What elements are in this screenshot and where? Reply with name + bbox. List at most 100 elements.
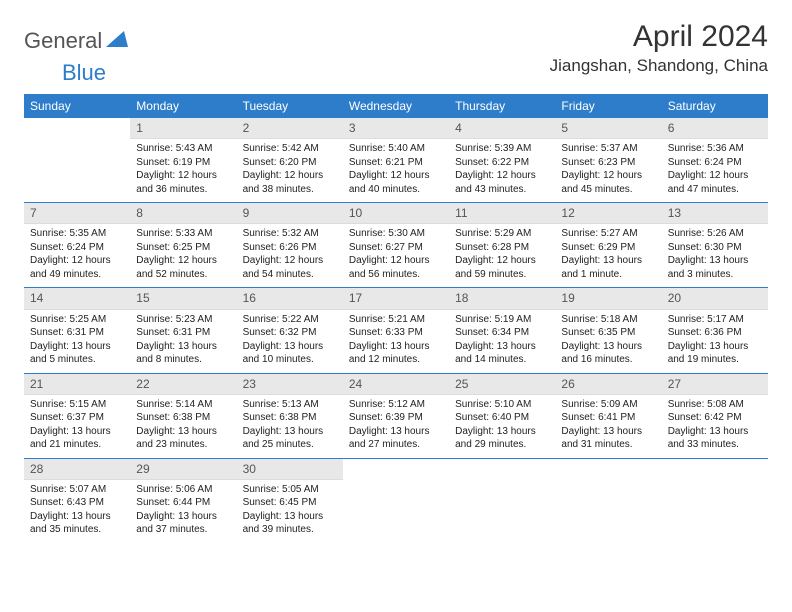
day-cell [449, 459, 555, 543]
day-number: 28 [24, 459, 130, 480]
sunrise-line: Sunrise: 5:07 AM [30, 483, 124, 497]
sunset-line: Sunset: 6:29 PM [561, 241, 655, 255]
sunrise-line: Sunrise: 5:09 AM [561, 398, 655, 412]
day-cell: 22Sunrise: 5:14 AMSunset: 6:38 PMDayligh… [130, 374, 236, 458]
weekday-header: Sunday [24, 94, 130, 118]
sunset-line: Sunset: 6:40 PM [455, 411, 549, 425]
daylight-line: Daylight: 12 hours and 43 minutes. [455, 169, 549, 196]
day-content: Sunrise: 5:29 AMSunset: 6:28 PMDaylight:… [449, 224, 555, 287]
day-content: Sunrise: 5:25 AMSunset: 6:31 PMDaylight:… [24, 310, 130, 373]
daylight-line: Daylight: 13 hours and 14 minutes. [455, 340, 549, 367]
day-cell: 11Sunrise: 5:29 AMSunset: 6:28 PMDayligh… [449, 203, 555, 287]
day-cell: 15Sunrise: 5:23 AMSunset: 6:31 PMDayligh… [130, 288, 236, 372]
daylight-line: Daylight: 12 hours and 59 minutes. [455, 254, 549, 281]
day-number: 21 [24, 374, 130, 395]
sunrise-line: Sunrise: 5:17 AM [668, 313, 762, 327]
day-number: 30 [237, 459, 343, 480]
sunset-line: Sunset: 6:44 PM [136, 496, 230, 510]
day-content: Sunrise: 5:27 AMSunset: 6:29 PMDaylight:… [555, 224, 661, 287]
day-number: 6 [662, 118, 768, 139]
sunset-line: Sunset: 6:24 PM [668, 156, 762, 170]
day-content: Sunrise: 5:32 AMSunset: 6:26 PMDaylight:… [237, 224, 343, 287]
week-row: 1 Sunrise: 5:43 AMSunset: 6:19 PM Daylight… [24, 118, 768, 203]
week-row: 14Sunrise: 5:25 AMSunset: 6:31 PMDayligh… [24, 288, 768, 373]
daylight-line: Daylight: 13 hours and 39 minutes. [243, 510, 337, 537]
day-cell: 5Sunrise: 5:37 AMSunset: 6:23 PMDaylight… [555, 118, 661, 202]
day-content: Sunrise: 5:19 AMSunset: 6:34 PMDaylight:… [449, 310, 555, 373]
weekday-header: Wednesday [343, 94, 449, 118]
day-number: 18 [449, 288, 555, 309]
day-cell: 12Sunrise: 5:27 AMSunset: 6:29 PMDayligh… [555, 203, 661, 287]
sunrise-line: Sunrise: 5:37 AM [561, 142, 655, 156]
day-number: 2 [237, 118, 343, 139]
day-cell: 10Sunrise: 5:30 AMSunset: 6:27 PMDayligh… [343, 203, 449, 287]
day-cell [555, 459, 661, 543]
day-cell: 13Sunrise: 5:26 AMSunset: 6:30 PMDayligh… [662, 203, 768, 287]
day-number: 7 [24, 203, 130, 224]
day-cell [662, 459, 768, 543]
daylight-line: Daylight: 13 hours and 8 minutes. [136, 340, 230, 367]
day-content: Sunrise: 5:12 AMSunset: 6:39 PMDaylight:… [343, 395, 449, 458]
sunrise-line: Sunrise: 5:22 AM [243, 313, 337, 327]
daylight-line: Daylight: 13 hours and 35 minutes. [30, 510, 124, 537]
daylight-line: Daylight: 12 hours and 56 minutes. [349, 254, 443, 281]
day-cell: 16Sunrise: 5:22 AMSunset: 6:32 PMDayligh… [237, 288, 343, 372]
sunset-line: Sunset: 6:24 PM [30, 241, 124, 255]
day-cell [24, 118, 130, 202]
sunrise-line: Sunrise: 5:33 AM [136, 227, 230, 241]
day-number: 26 [555, 374, 661, 395]
daylight-line: Daylight: 13 hours and 27 minutes. [349, 425, 443, 452]
sunset-line: Sunset: 6:19 PM [136, 156, 230, 170]
day-cell: 21Sunrise: 5:15 AMSunset: 6:37 PMDayligh… [24, 374, 130, 458]
day-number: 23 [237, 374, 343, 395]
sunset-line: Sunset: 6:23 PM [561, 156, 655, 170]
day-cell: 6Sunrise: 5:36 AMSunset: 6:24 PMDaylight… [662, 118, 768, 202]
day-number: 3 [343, 118, 449, 139]
week-row: 21Sunrise: 5:15 AMSunset: 6:37 PMDayligh… [24, 374, 768, 459]
sunrise-line: Sunrise: 5:14 AM [136, 398, 230, 412]
sunset-line: Sunset: 6:28 PM [455, 241, 549, 255]
sunset-line: Sunset: 6:32 PM [243, 326, 337, 340]
sunset-line: Sunset: 6:20 PM [243, 156, 337, 170]
sunrise-line: Sunrise: 5:19 AM [455, 313, 549, 327]
weekday-header-row: SundayMondayTuesdayWednesdayThursdayFrid… [24, 94, 768, 118]
sunrise-line: Sunrise: 5:43 AM [136, 142, 230, 156]
daylight-line: Daylight: 13 hours and 5 minutes. [30, 340, 124, 367]
sunrise-line: Sunrise: 5:42 AM [243, 142, 337, 156]
day-content: Sunrise: 5:26 AMSunset: 6:30 PMDaylight:… [662, 224, 768, 287]
title-block: April 2024 Jiangshan, Shandong, China [550, 20, 768, 76]
sunrise-line: Sunrise: 5:10 AM [455, 398, 549, 412]
day-number: 1 [130, 118, 236, 139]
day-cell: 14Sunrise: 5:25 AMSunset: 6:31 PMDayligh… [24, 288, 130, 372]
day-number: 17 [343, 288, 449, 309]
weekday-header: Friday [555, 94, 661, 118]
day-content: Sunrise: 5:30 AMSunset: 6:27 PMDaylight:… [343, 224, 449, 287]
day-content: Sunrise: 5:13 AMSunset: 6:38 PMDaylight:… [237, 395, 343, 458]
day-content: Sunrise: 5:42 AMSunset: 6:20 PMDaylight:… [237, 139, 343, 202]
day-cell: 24Sunrise: 5:12 AMSunset: 6:39 PMDayligh… [343, 374, 449, 458]
day-cell: 30Sunrise: 5:05 AMSunset: 6:45 PMDayligh… [237, 459, 343, 543]
calendar: SundayMondayTuesdayWednesdayThursdayFrid… [24, 94, 768, 543]
day-cell: 7Sunrise: 5:35 AMSunset: 6:24 PMDaylight… [24, 203, 130, 287]
sunrise-line: Sunrise: 5:39 AM [455, 142, 549, 156]
day-cell: 20Sunrise: 5:17 AMSunset: 6:36 PMDayligh… [662, 288, 768, 372]
sunrise-line: Sunrise: 5:06 AM [136, 483, 230, 497]
day-content: Sunrise: 5:10 AMSunset: 6:40 PMDaylight:… [449, 395, 555, 458]
sunset-line: Sunset: 6:34 PM [455, 326, 549, 340]
day-content: Sunrise: 5:22 AMSunset: 6:32 PMDaylight:… [237, 310, 343, 373]
sunset-line: Sunset: 6:35 PM [561, 326, 655, 340]
daylight-line: Daylight: 13 hours and 37 minutes. [136, 510, 230, 537]
day-content: Sunrise: 5:06 AMSunset: 6:44 PMDaylight:… [130, 480, 236, 543]
day-cell: 23Sunrise: 5:13 AMSunset: 6:38 PMDayligh… [237, 374, 343, 458]
daylight-line: Daylight: 12 hours and 47 minutes. [668, 169, 762, 196]
day-cell: 28Sunrise: 5:07 AMSunset: 6:43 PMDayligh… [24, 459, 130, 543]
day-number: 8 [130, 203, 236, 224]
sunset-line: Sunset: 6:37 PM [30, 411, 124, 425]
sunset-line: Sunset: 6:22 PM [455, 156, 549, 170]
daylight-line: Daylight: 12 hours and 49 minutes. [30, 254, 124, 281]
day-number: 4 [449, 118, 555, 139]
sunrise-line: Sunrise: 5:05 AM [243, 483, 337, 497]
sunset-line: Sunset: 6:31 PM [30, 326, 124, 340]
day-number: 20 [662, 288, 768, 309]
day-cell [343, 459, 449, 543]
